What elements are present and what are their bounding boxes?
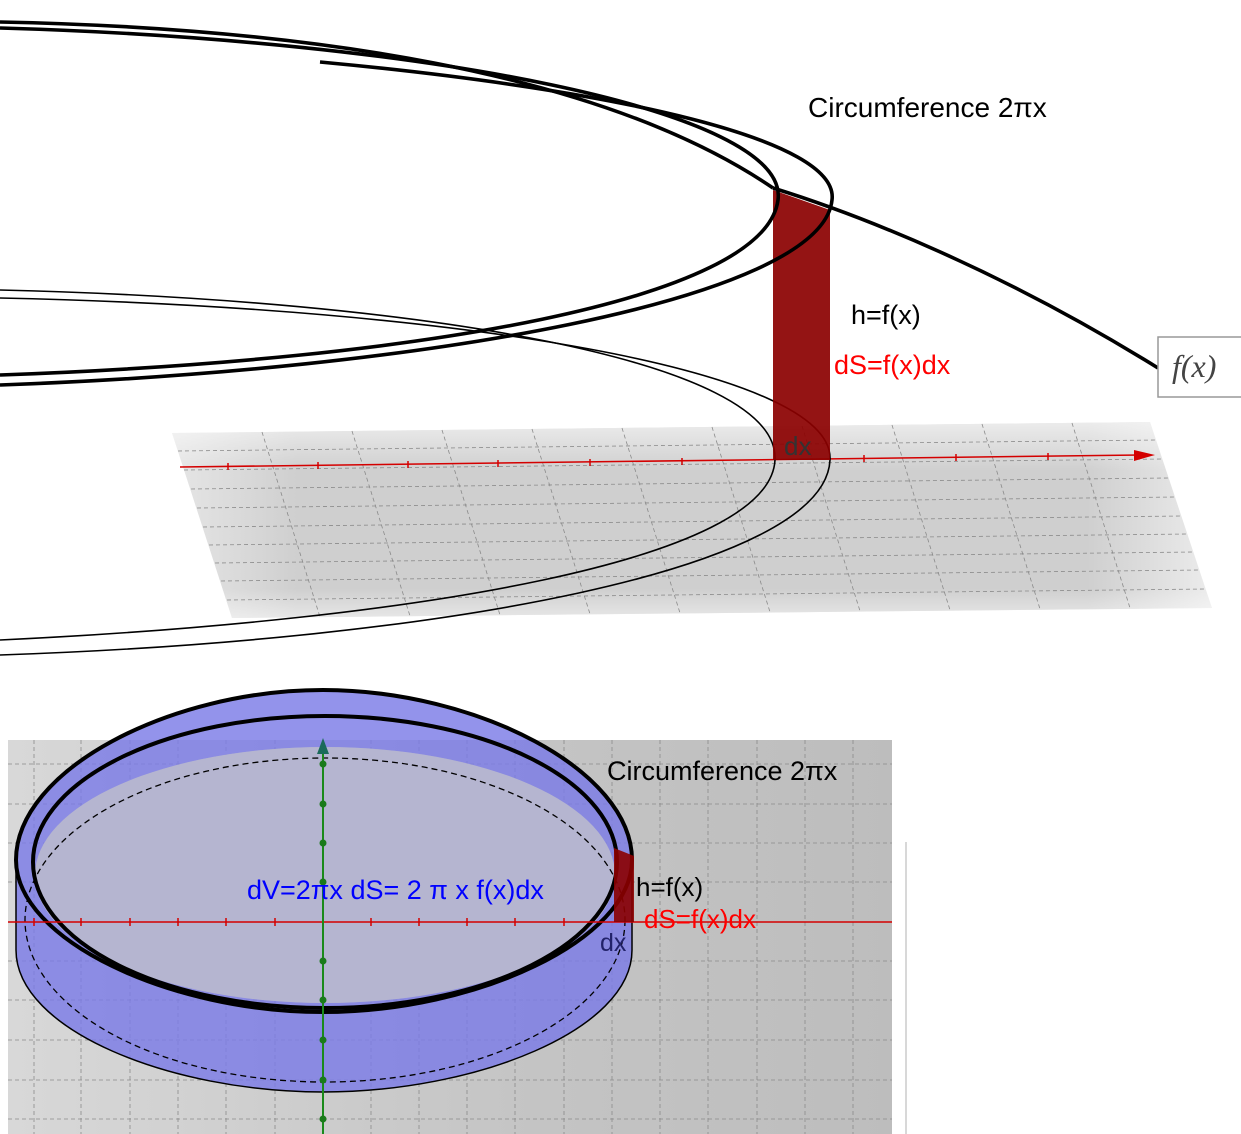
bottom-dx-label: dx <box>600 929 627 957</box>
top-panel: Circumference 2πx h=f(x) dS=f(x)dx dx f(… <box>0 20 1241 656</box>
top-x-axis <box>179 454 1141 468</box>
top-upper-rings <box>0 20 834 387</box>
bottom-area-label: dS=f(x)dx <box>644 904 756 934</box>
bottom-y-axis-ticks <box>319 760 327 1123</box>
bottom-height-label: h=f(x) <box>636 872 703 902</box>
top-area-label: dS=f(x)dx <box>834 350 951 380</box>
top-x-axis-arrow-icon <box>1134 450 1155 461</box>
top-area-strip <box>773 190 830 460</box>
bottom-y-axis-arrow-icon <box>317 738 329 754</box>
top-function-label-box <box>1157 336 1241 398</box>
top-dx-label: dx <box>784 431 811 461</box>
top-function-curve <box>772 186 1159 370</box>
top-height-label: h=f(x) <box>851 300 921 330</box>
top-function-label: f(x) <box>1172 348 1216 384</box>
bottom-area-strip <box>614 848 634 922</box>
top-plane-grid <box>177 422 1206 618</box>
bottom-panel: Circumference 2πx dV=2πx dS= 2 π x f(x)d… <box>8 687 907 1134</box>
bottom-volume-label: dV=2πx dS= 2 π x f(x)dx <box>247 875 544 905</box>
top-circumference-label: Circumference 2πx <box>808 92 1047 123</box>
bottom-circumference-label: Circumference 2πx <box>607 756 838 786</box>
